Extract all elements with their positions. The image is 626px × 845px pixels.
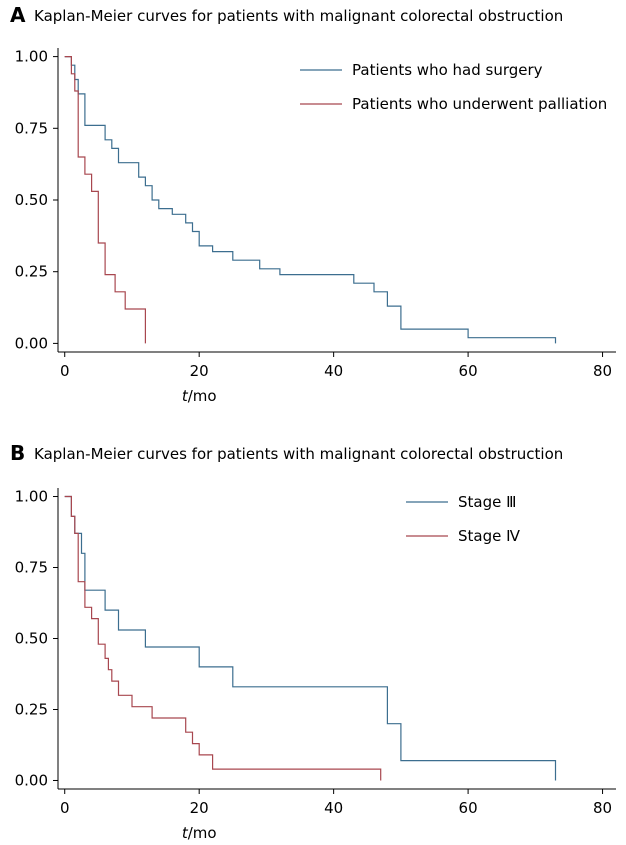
legend-label: Patients who had surgery [352, 61, 543, 79]
series-line-2 [64, 56, 146, 344]
legend-label: Patients who underwent palliation [352, 95, 607, 113]
panel-letter: B [10, 441, 25, 465]
x-tick-label: 80 [593, 362, 612, 380]
y-tick-label: 0.00 [15, 771, 48, 789]
legend-label: Stage Ⅲ [458, 493, 516, 511]
y-tick-label: 1.00 [15, 488, 48, 506]
y-tick-label: 0.75 [15, 559, 48, 577]
panel-a: A Kaplan-Meier curves for patients with m… [10, 3, 616, 405]
x-axis-label: t/mo [182, 387, 217, 405]
y-tick-label: 0.25 [15, 700, 48, 718]
x-tick-label: 60 [459, 799, 478, 817]
x-tick-label: 40 [324, 362, 343, 380]
chart-title: Kaplan-Meier curves for patients with ma… [34, 445, 563, 463]
x-tick-label: 80 [593, 799, 612, 817]
y-tick-label: 1.00 [15, 48, 48, 66]
x-axis-label: t/mo [182, 824, 217, 842]
y-tick-label: 0.50 [15, 630, 48, 648]
x-axis-label-var: t [182, 387, 189, 405]
y-tick-label: 0.50 [15, 191, 48, 209]
x-tick-label: 0 [60, 362, 70, 380]
x-tick-label: 0 [60, 799, 70, 817]
series-line-2 [64, 495, 382, 781]
x-axis-label-var: t [182, 824, 189, 842]
x-axis-label-unit: /mo [188, 387, 217, 405]
x-tick-label: 20 [190, 799, 209, 817]
x-tick-label: 20 [190, 362, 209, 380]
panel-b: B Kaplan-Meier curves for patients with m… [10, 441, 616, 842]
x-axis-label-unit: /mo [188, 824, 217, 842]
legend-label: Stage Ⅳ [458, 527, 520, 545]
series-line-1 [64, 56, 557, 344]
y-tick-label: 0.25 [15, 263, 48, 281]
y-tick-label: 0.00 [15, 334, 48, 352]
panel-letter: A [10, 3, 26, 27]
chart-title: Kaplan-Meier curves for patients with ma… [34, 7, 563, 25]
x-tick-label: 40 [324, 799, 343, 817]
x-tick-label: 60 [459, 362, 478, 380]
y-tick-label: 0.75 [15, 119, 48, 137]
